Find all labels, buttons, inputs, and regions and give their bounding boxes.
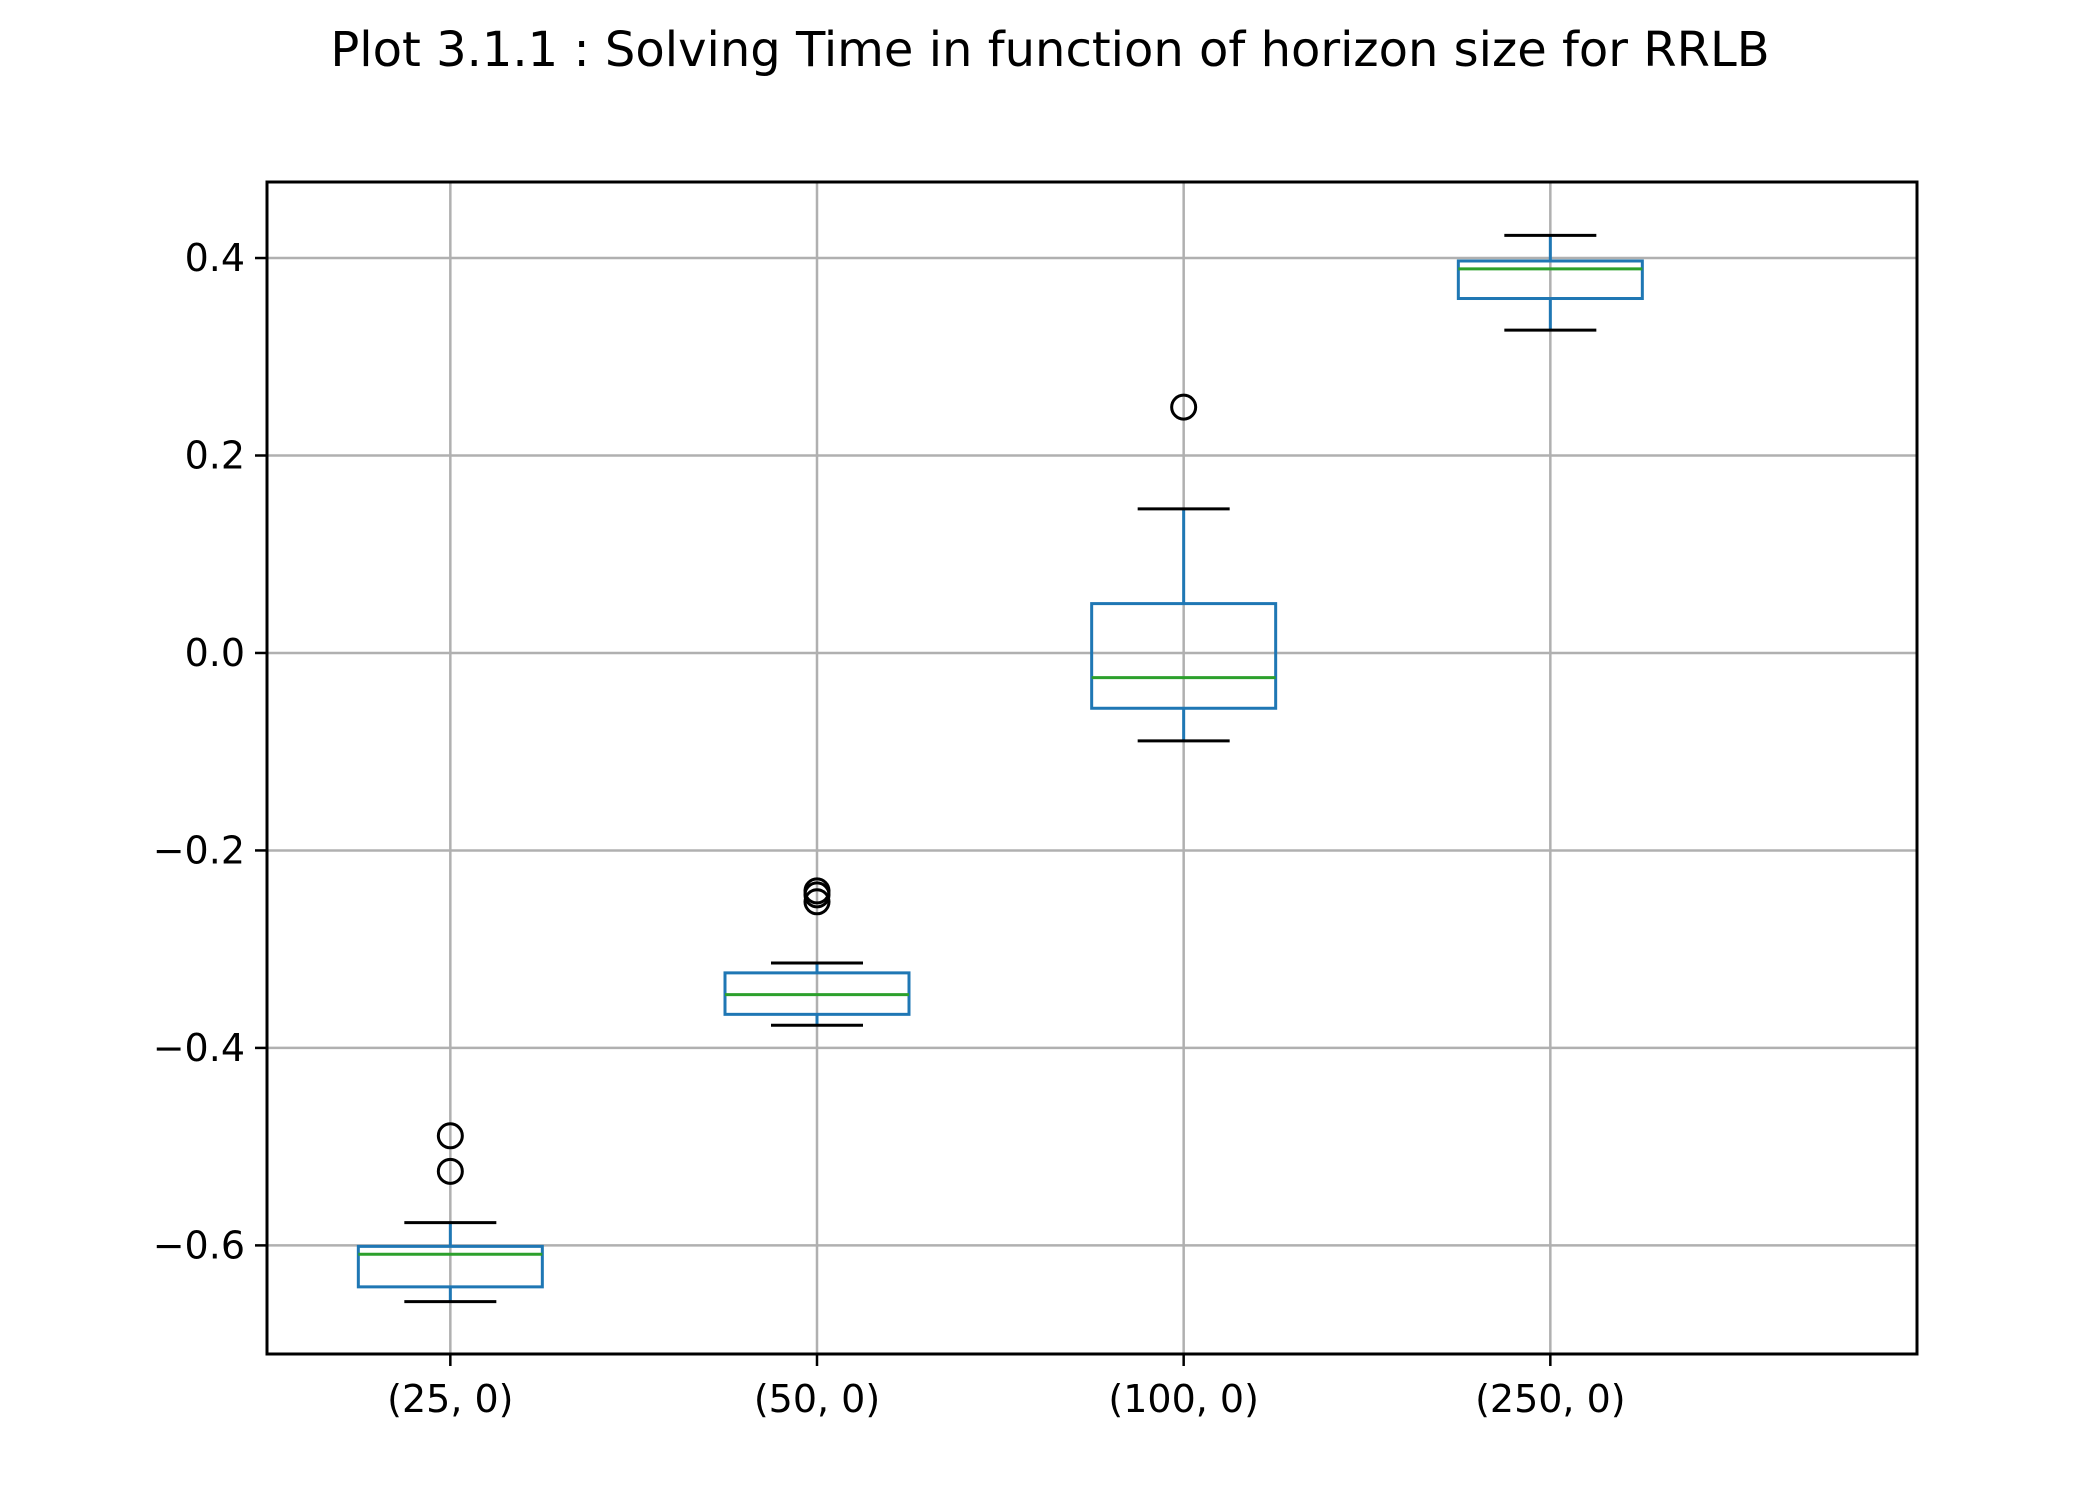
x-tick-label: (50, 0) [754, 1377, 880, 1421]
box-group [1090, 393, 1278, 743]
x-tick-label: (100, 0) [1108, 1377, 1259, 1421]
outlier-point [436, 1122, 464, 1150]
outlier-point [803, 881, 831, 909]
x-tick-label: (250, 0) [1475, 1377, 1626, 1421]
chart-title: Plot 3.1.1 : Solving Time in function of… [330, 22, 1770, 78]
outlier-point [1170, 393, 1198, 421]
outlier-point [436, 1157, 464, 1185]
outlier-point [803, 888, 831, 916]
box-iqr [356, 1244, 544, 1289]
y-tick-label: 0.2 [185, 433, 245, 477]
y-tick-label: 0.4 [185, 236, 245, 280]
x-tick-label: (25, 0) [387, 1377, 513, 1421]
y-tick-label: −0.6 [153, 1223, 245, 1267]
plot-frame [265, 180, 1919, 1356]
box-iqr [1456, 259, 1644, 301]
box-group [723, 877, 911, 1027]
box-group [1456, 233, 1644, 332]
y-tick-label: −0.4 [153, 1026, 245, 1070]
box-iqr [1090, 602, 1278, 710]
y-tick-label: 0.0 [185, 631, 245, 675]
grid-lines [267, 182, 1917, 1354]
box-series [356, 233, 1644, 1304]
y-tick-label: −0.2 [153, 828, 245, 872]
axis-ticks: 0.4 0.2 0.0 −0.2 −0.4 −0.6 (25, 0) (50, 0) (100,… [153, 236, 1626, 1421]
box-group [356, 1122, 544, 1304]
